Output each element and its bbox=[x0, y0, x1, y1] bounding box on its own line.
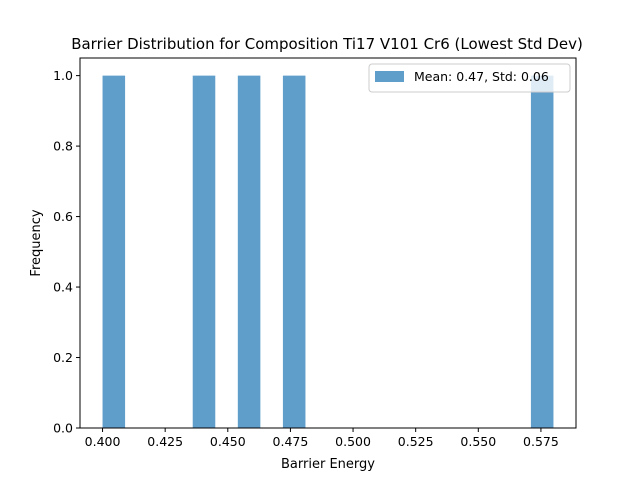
x-tick-label: 0.575 bbox=[523, 434, 559, 449]
histogram-bar bbox=[530, 75, 554, 428]
x-tick-label: 0.475 bbox=[273, 434, 309, 449]
chart-title: Barrier Distribution for Composition Ti1… bbox=[71, 35, 583, 53]
y-tick-label: 1.0 bbox=[53, 68, 73, 83]
y-axis: 0.0 0.2 0.4 0.6 0.8 1.0 bbox=[53, 68, 80, 436]
axes-frame bbox=[79, 57, 577, 429]
y-tick-label: 0.0 bbox=[53, 421, 73, 436]
x-tick-label: 0.425 bbox=[147, 434, 183, 449]
legend: Mean: 0.47, Std: 0.06 bbox=[368, 63, 571, 93]
x-tick-label: 0.450 bbox=[210, 434, 246, 449]
legend-swatch bbox=[375, 71, 404, 82]
x-tick-label: 0.500 bbox=[335, 434, 371, 449]
y-tick-label: 0.8 bbox=[53, 139, 73, 154]
bars-layer bbox=[102, 75, 554, 428]
y-axis-label: Frequency bbox=[29, 209, 44, 276]
x-tick-label: 0.400 bbox=[85, 434, 121, 449]
legend-entry-label: Mean: 0.47, Std: 0.06 bbox=[414, 69, 549, 84]
x-axis: 0.400 0.425 0.450 0.475 0.500 0.525 0.550 0.575 bbox=[85, 428, 559, 449]
x-tick-label: 0.550 bbox=[460, 434, 496, 449]
legend-box bbox=[368, 63, 571, 93]
x-tick-label: 0.525 bbox=[398, 434, 434, 449]
histogram-bar bbox=[237, 75, 261, 428]
y-tick-label: 0.2 bbox=[53, 350, 73, 365]
y-tick-label: 0.4 bbox=[53, 280, 73, 295]
histogram-bar bbox=[282, 75, 306, 428]
histogram-bar bbox=[102, 75, 126, 428]
y-tick-label: 0.6 bbox=[53, 209, 73, 224]
x-axis-label: Barrier Energy bbox=[281, 457, 375, 472]
histogram-bar bbox=[192, 75, 216, 428]
